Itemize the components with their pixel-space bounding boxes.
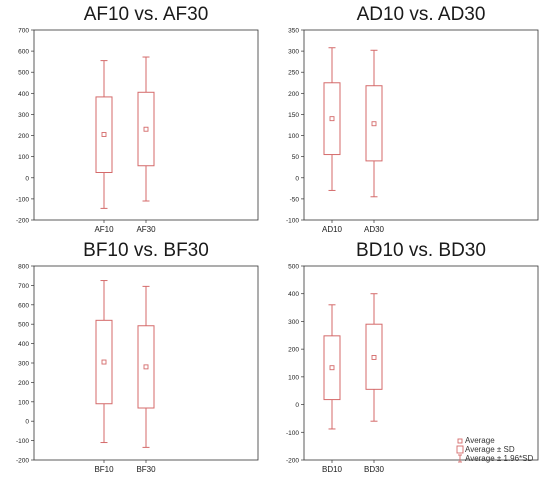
legend-item-sd: Average ± SD <box>456 445 533 454</box>
chart-svg: -100 -50 0 50 100 150 200 250 300 350 AD10 AD30 <box>286 28 539 234</box>
sd-box <box>137 325 155 409</box>
chart-panel-2: AD10 vs. AD30 -100 -50 0 50 100 150 200 250 300 35… <box>270 0 550 238</box>
y-tick-label: 0 <box>25 419 29 426</box>
sd-box <box>365 85 383 162</box>
y-tick-label: 200 <box>288 91 299 98</box>
chart-panel-4: BD10 vs. BD30 -200 -100 0 100 200 300 400 500 BD1… <box>270 238 550 478</box>
sd-box <box>95 319 113 405</box>
legend-whisker-icon <box>458 454 462 463</box>
average-marker <box>143 126 149 132</box>
y-tick-label: -100 <box>286 218 299 225</box>
box-series-af10 <box>95 60 113 209</box>
sd-box <box>95 96 113 173</box>
y-tick-label: 0 <box>295 175 299 182</box>
y-tick-label: -200 <box>16 458 29 465</box>
y-tick-label: -200 <box>16 218 29 225</box>
x-tick-label: AF30 <box>136 225 156 234</box>
y-tick-label: 300 <box>288 319 299 326</box>
average-marker <box>371 121 377 127</box>
y-tick-label: 200 <box>288 347 299 354</box>
y-tick-label: 0 <box>25 175 29 182</box>
y-tick-label: 300 <box>18 361 29 368</box>
x-tick-label: BD10 <box>322 465 343 474</box>
average-marker <box>329 365 335 371</box>
average-marker <box>101 359 107 365</box>
chart-panel-3: BF10 vs. BF30 -200 -100 0 100 200 300 400 500 600… <box>0 238 270 478</box>
plot-frame <box>303 29 539 221</box>
y-tick-label: -100 <box>286 430 299 437</box>
sd-box <box>323 82 341 156</box>
sd-box <box>323 335 341 401</box>
chart-title: BD10 vs. BD30 <box>356 240 486 261</box>
y-tick-label: 500 <box>288 264 299 271</box>
chart-title: AD10 vs. AD30 <box>356 4 486 25</box>
chart-title: BF10 vs. BF30 <box>83 240 209 261</box>
legend-label: Average <box>465 436 495 445</box>
x-tick-label: AD10 <box>322 225 343 234</box>
box-series-ad30 <box>365 49 383 198</box>
y-tick-label: -50 <box>290 196 300 203</box>
average-marker <box>101 132 107 137</box>
y-tick-label: 600 <box>18 302 29 309</box>
y-tick-label: 500 <box>18 70 29 77</box>
sd-box <box>365 323 383 390</box>
x-tick-label: BF30 <box>136 465 156 474</box>
y-tick-label: 700 <box>18 283 29 290</box>
box-series-bf30 <box>137 285 155 448</box>
x-tick-label: BF10 <box>94 465 114 474</box>
chart-svg: -200 -100 0 100 200 300 400 500 600 700 800 BF10 BF3… <box>16 264 259 474</box>
y-tick-label: 0 <box>295 402 299 409</box>
legend-label: Average ± 1.96*SD <box>465 454 534 463</box>
y-tick-label: 350 <box>288 28 299 35</box>
y-tick-label: 400 <box>18 341 29 348</box>
legend-label: Average ± SD <box>465 445 515 454</box>
y-tick-label: 200 <box>18 133 29 140</box>
chart-legend: Average Average ± SD Average ± 1.96*SD <box>456 436 533 463</box>
y-tick-label: 500 <box>18 322 29 329</box>
box-series-ad10 <box>323 47 341 191</box>
y-tick-label: 100 <box>288 133 299 140</box>
y-tick-label: 300 <box>18 112 29 119</box>
x-tick-label: AD30 <box>364 225 385 234</box>
box-series-af30 <box>137 56 155 202</box>
y-tick-label: 100 <box>18 399 29 406</box>
box-series-bd30 <box>365 293 383 422</box>
y-tick-label: 100 <box>18 154 29 161</box>
average-marker <box>329 116 335 122</box>
legend-sd-box-icon <box>456 445 464 454</box>
box-series-bf10 <box>95 280 113 444</box>
y-tick-label: -200 <box>286 458 299 465</box>
y-tick-label: 150 <box>288 112 299 119</box>
chart-panel-1: AF10 vs. AF30 -200 -100 0 100 200 300 400 500 600… <box>0 0 270 238</box>
y-tick-label: 300 <box>288 49 299 56</box>
y-tick-label: 400 <box>18 91 29 98</box>
average-marker <box>371 355 377 360</box>
chart-svg: -200 -100 0 100 200 300 400 500 600 700 AF10 AF30 <box>16 28 259 234</box>
chart-title: AF10 vs. AF30 <box>83 4 209 25</box>
y-tick-label: 600 <box>18 49 29 56</box>
legend-average-marker-icon <box>457 438 463 444</box>
sd-box <box>137 91 155 167</box>
legend-item-average: Average <box>456 436 533 445</box>
y-tick-label: 200 <box>18 380 29 387</box>
y-tick-label: 700 <box>18 28 29 35</box>
chart-svg: -200 -100 0 100 200 300 400 500 BD10 BD30 <box>286 264 539 474</box>
y-tick-label: 50 <box>292 154 300 161</box>
y-tick-label: 250 <box>288 70 299 77</box>
x-tick-label: AF10 <box>94 225 114 234</box>
legend-item-ci: Average ± 1.96*SD <box>456 454 533 463</box>
plot-frame <box>303 265 539 461</box>
y-tick-label: 100 <box>288 374 299 381</box>
y-tick-label: 400 <box>288 291 299 298</box>
y-tick-label: -100 <box>16 438 29 445</box>
y-tick-label: 800 <box>18 264 29 271</box>
box-series-bd10 <box>323 304 341 430</box>
average-marker <box>143 364 149 370</box>
y-tick-label: -100 <box>16 196 29 203</box>
x-tick-label: BD30 <box>364 465 385 474</box>
